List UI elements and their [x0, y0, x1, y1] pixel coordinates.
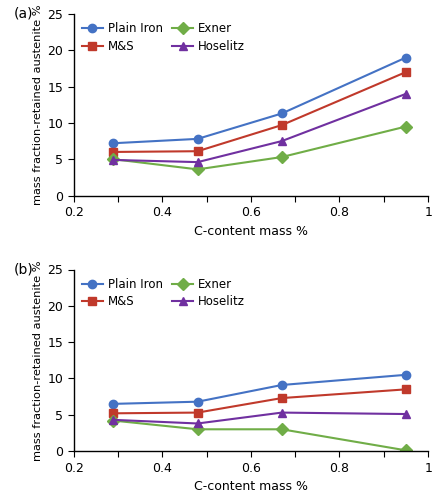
Legend: Plain Iron, M&S, Exner, Hoselitz: Plain Iron, M&S, Exner, Hoselitz — [79, 20, 247, 56]
Exner — [194, 166, 200, 172]
Hoselitz — [194, 159, 200, 165]
Exner — [110, 156, 116, 162]
Plain Iron — [194, 398, 200, 404]
Plain Iron — [110, 401, 116, 407]
Exner — [403, 448, 408, 454]
Line: M&S: M&S — [109, 385, 409, 418]
Exner — [403, 124, 408, 130]
Plain Iron — [279, 382, 284, 388]
Line: Exner: Exner — [109, 416, 409, 455]
Hoselitz — [403, 91, 408, 97]
Plain Iron — [194, 136, 200, 142]
M&S — [110, 149, 116, 155]
Hoselitz — [279, 138, 284, 144]
X-axis label: C-content mass %: C-content mass % — [194, 480, 307, 493]
Hoselitz — [110, 417, 116, 423]
Line: Exner: Exner — [109, 122, 409, 174]
Text: (b): (b) — [13, 262, 33, 276]
Hoselitz — [194, 420, 200, 426]
Y-axis label: mass fraction-retained austenite %: mass fraction-retained austenite % — [33, 260, 43, 460]
Plain Iron — [279, 110, 284, 116]
M&S — [194, 148, 200, 154]
Plain Iron — [403, 372, 408, 378]
M&S — [194, 410, 200, 416]
Plain Iron — [403, 54, 408, 60]
Line: Hoselitz: Hoselitz — [109, 90, 409, 166]
M&S — [403, 69, 408, 75]
Plain Iron — [110, 140, 116, 146]
Line: Plain Iron: Plain Iron — [109, 370, 409, 408]
Line: Hoselitz: Hoselitz — [109, 408, 409, 428]
Exner — [110, 418, 116, 424]
Exner — [279, 154, 284, 160]
Legend: Plain Iron, M&S, Exner, Hoselitz: Plain Iron, M&S, Exner, Hoselitz — [79, 276, 247, 311]
Hoselitz — [403, 411, 408, 417]
Line: Plain Iron: Plain Iron — [109, 54, 409, 148]
Line: M&S: M&S — [109, 68, 409, 156]
Y-axis label: mass fraction-retained austenite %: mass fraction-retained austenite % — [33, 4, 43, 205]
M&S — [110, 410, 116, 416]
Hoselitz — [279, 410, 284, 416]
Exner — [194, 426, 200, 432]
M&S — [279, 122, 284, 128]
X-axis label: C-content mass %: C-content mass % — [194, 224, 307, 237]
Exner — [279, 426, 284, 432]
M&S — [403, 386, 408, 392]
M&S — [279, 395, 284, 401]
Text: (a): (a) — [13, 6, 33, 20]
Hoselitz — [110, 157, 116, 163]
